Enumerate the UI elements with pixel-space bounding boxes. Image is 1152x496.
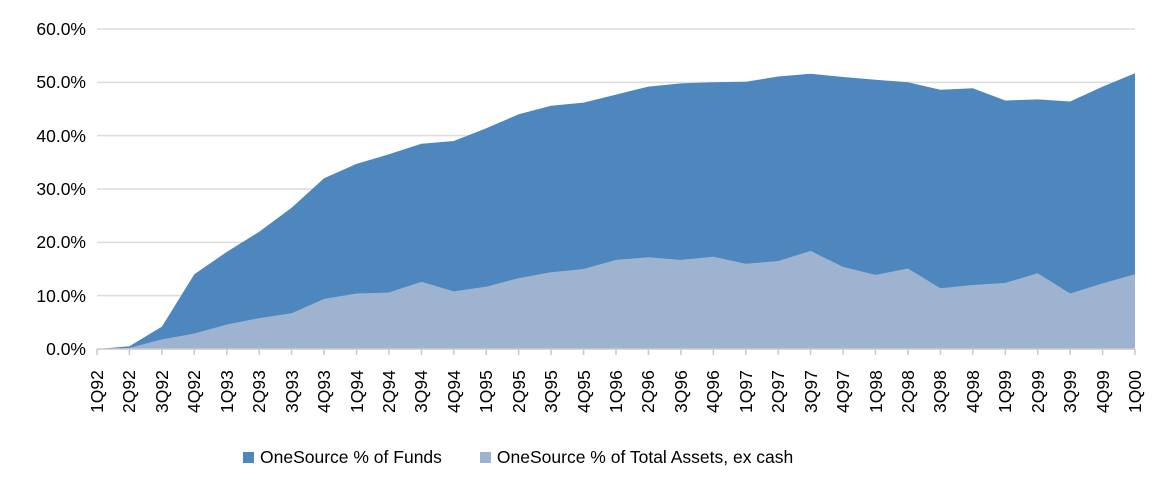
x-axis-tick-label: 1Q94: [346, 370, 367, 413]
x-axis-tick-label: 4Q99: [1092, 370, 1113, 413]
x-axis-tick-label: 3Q93: [281, 370, 302, 413]
y-axis-tick-label: 30.0%: [36, 179, 86, 199]
x-axis-tick-label: 2Q97: [768, 370, 789, 413]
x-axis-tick-label: 1Q00: [1125, 370, 1145, 413]
x-axis-tick-label: 2Q95: [508, 370, 529, 413]
x-axis-tick-label: 1Q92: [87, 370, 107, 413]
y-axis-tick-label: 10.0%: [36, 285, 86, 306]
x-axis-tick-label: 4Q93: [314, 370, 335, 413]
x-axis-tick-label: 4Q92: [184, 370, 205, 413]
x-axis-tick-label: 2Q99: [1027, 370, 1048, 413]
x-axis-tick-label: 2Q92: [119, 370, 140, 413]
legend-label-funds: OneSource % of Funds: [260, 446, 442, 467]
legend-swatch-assets-icon: [479, 451, 491, 463]
y-axis-tick-label: 40.0%: [36, 125, 86, 146]
y-axis-tick-label: 50.0%: [36, 72, 86, 93]
x-axis-tick-label: 2Q93: [249, 370, 270, 413]
x-axis-tick-label: 3Q98: [930, 370, 951, 413]
x-axis-tick-label: 1Q99: [995, 370, 1016, 413]
chart-legend: OneSource % of Funds OneSource % of Tota…: [243, 444, 793, 470]
y-axis-tick-label: 20.0%: [36, 232, 86, 253]
area-series-assets: [97, 250, 1135, 349]
legend-label-assets: OneSource % of Total Assets, ex cash: [496, 446, 794, 467]
x-axis-tick-label: 1Q95: [476, 370, 497, 413]
x-axis-tick-label: 1Q93: [216, 370, 237, 413]
x-axis-tick-label: 3Q94: [411, 370, 432, 413]
legend-swatch-funds-icon: [243, 451, 254, 463]
x-axis-tick-label: 3Q95: [541, 370, 562, 413]
x-axis-tick-label: 1Q96: [606, 370, 626, 413]
x-axis-tick-label: 2Q98: [897, 370, 918, 413]
legend-item-assets: OneSource % of Total Assets, ex cash: [479, 446, 794, 468]
x-axis-tick-label: 1Q97: [735, 370, 756, 413]
legend-item-funds: OneSource % of Funds: [243, 447, 442, 468]
x-axis-tick-label: 2Q94: [378, 370, 399, 413]
x-axis-tick-label: 4Q96: [703, 370, 724, 413]
y-axis-tick-label: 0.0%: [46, 339, 86, 359]
x-axis-tick-label: 1Q98: [865, 370, 886, 413]
x-axis-tick-label: 4Q98: [962, 370, 983, 413]
x-axis-tick-label: 3Q92: [151, 370, 172, 413]
x-axis-tick-label: 3Q97: [800, 370, 821, 413]
x-axis-tick-label: 3Q96: [670, 370, 691, 413]
x-axis-tick-label: 2Q96: [638, 370, 659, 413]
x-axis-tick-label: 4Q97: [833, 370, 854, 413]
x-axis-tick-label: 3Q99: [1060, 370, 1081, 413]
x-axis-tick-label: 4Q95: [573, 370, 594, 413]
x-axis-tick-label: 4Q94: [443, 370, 464, 413]
y-axis-tick-label: 60.0%: [36, 19, 86, 39]
